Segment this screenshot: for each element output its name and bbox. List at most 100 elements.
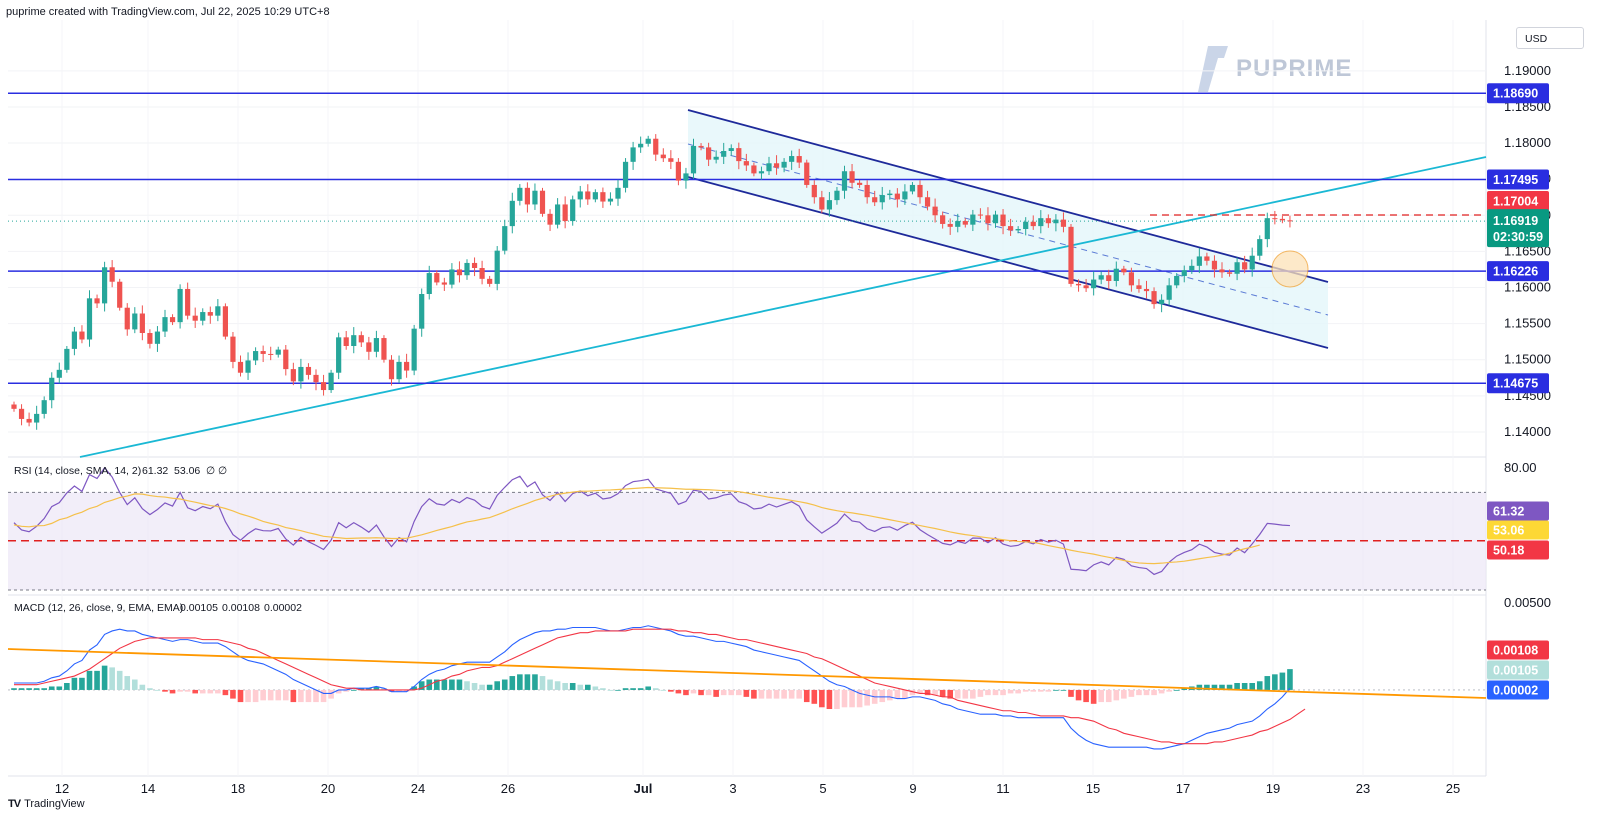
candle-body <box>253 351 259 361</box>
candle-body <box>872 197 878 203</box>
macd-histogram-bar <box>1030 689 1037 692</box>
macd-histogram-bar <box>192 689 198 694</box>
macd-histogram-bar <box>230 689 236 699</box>
candle-body <box>517 187 523 201</box>
macd-histogram-bar <box>932 689 938 696</box>
macd-histogram-bar <box>260 689 266 701</box>
macd-histogram-bar <box>33 688 40 690</box>
axes: 1.190001.185001.180001.175001.170001.165… <box>55 63 1551 796</box>
candle-body <box>479 268 485 279</box>
candle-body <box>698 145 704 148</box>
macd-legend-signal: 0.00108 <box>222 602 260 614</box>
candle-body <box>1075 283 1082 286</box>
candle-body <box>1189 265 1195 271</box>
macd-histogram-bar <box>434 679 440 690</box>
candle-body <box>351 335 357 346</box>
currency-selector[interactable]: USD <box>1516 27 1584 49</box>
chart-header: puprime created with TradingView.com, Ju… <box>6 6 330 18</box>
candle-body <box>109 267 115 282</box>
candle-body <box>366 342 372 352</box>
macd-histogram-bar <box>184 689 191 692</box>
candle-body <box>358 335 364 343</box>
price-tick: 1.15500 <box>1504 316 1551 331</box>
candle-body <box>260 351 266 354</box>
rsi-level-label-bg <box>1487 540 1549 560</box>
macd-histogram-bar <box>781 689 787 699</box>
candle-body <box>864 184 870 198</box>
macd-histogram-bar <box>509 676 516 690</box>
rsi-line <box>13 466 1290 576</box>
date-tick: 24 <box>411 781 425 796</box>
candle-body <box>645 138 651 144</box>
rsi-tick: 80.00 <box>1504 460 1537 475</box>
macd-histogram-bar <box>101 665 108 690</box>
rsi-ma-value-label-bg <box>1487 520 1549 540</box>
macd-histogram-bar <box>894 689 901 699</box>
macd-histogram-bar <box>1181 688 1188 690</box>
rsi-pane <box>13 466 1290 576</box>
macd-histogram-bar <box>1015 689 1021 694</box>
candle-body <box>524 187 530 205</box>
macd-histogram-bar <box>350 689 357 691</box>
macd-histogram-bar <box>1264 676 1271 690</box>
macd-histogram-bar <box>728 689 735 696</box>
candle-body <box>638 143 644 148</box>
tradingview-footer[interactable]: TV TradingView <box>8 798 85 810</box>
macd-histogram-bar <box>517 674 523 690</box>
candle-body <box>721 151 727 157</box>
macd-histogram-bar <box>267 689 274 701</box>
date-tick: 12 <box>55 781 69 796</box>
candle-body <box>509 200 515 227</box>
macd-histogram-bar <box>494 681 500 690</box>
dashed-level-label-bg <box>1487 190 1549 211</box>
candle-body <box>1128 272 1134 286</box>
candle-body <box>1151 291 1157 305</box>
macd-histogram-bar <box>992 689 999 696</box>
candle-body <box>177 288 183 323</box>
rsi-level-label: 50.18 <box>1493 544 1524 558</box>
macd-histogram-bar <box>381 688 387 690</box>
date-tick: 23 <box>1356 781 1370 796</box>
macd-histogram-bar <box>1022 689 1029 692</box>
macd-histogram-bar <box>501 679 508 690</box>
macd-histogram-bar <box>290 689 297 703</box>
candle-body <box>615 187 621 199</box>
date-tick: 5 <box>819 781 826 796</box>
candle-body <box>1287 220 1293 222</box>
macd-histogram-bar <box>418 681 425 690</box>
macd-histogram-bar <box>1256 681 1263 690</box>
macd-histogram-bar <box>1158 689 1165 694</box>
macd-histogram-bar <box>1249 683 1255 690</box>
macd-histogram-bar <box>486 684 493 690</box>
candle-body <box>396 361 402 380</box>
candle-body <box>1211 260 1218 270</box>
macd-histogram-bar <box>705 689 712 696</box>
rsi-value-label-bg <box>1487 501 1549 521</box>
macd-histogram-bar <box>1060 689 1067 691</box>
macd-histogram-bar <box>1105 689 1112 703</box>
candle-body <box>456 269 463 276</box>
candle-body <box>1053 219 1059 224</box>
candle-body <box>660 154 666 159</box>
macd-histogram-bar <box>796 689 802 699</box>
macd-histogram-bar <box>1083 689 1089 703</box>
macd-histogram-bar <box>1053 689 1059 691</box>
last-price-label: 1.16919 <box>1493 214 1538 228</box>
candle-body <box>305 366 312 375</box>
candle-body <box>245 360 251 373</box>
candle-body <box>796 156 802 163</box>
macd-histogram-bar <box>1173 689 1180 691</box>
candle-body <box>419 294 425 329</box>
macd-histogram-bar <box>773 689 780 699</box>
candle-body <box>675 161 681 181</box>
candle-body <box>879 195 885 203</box>
candle-body <box>985 215 991 224</box>
candle-body <box>630 147 636 162</box>
macd-histogram-bar <box>403 689 410 692</box>
macd-histogram-bar <box>1151 689 1157 696</box>
candle-body <box>1159 299 1165 305</box>
macd-histogram-bar <box>1007 689 1014 694</box>
candle-body <box>683 173 689 181</box>
macd-histogram-bar <box>675 689 682 694</box>
